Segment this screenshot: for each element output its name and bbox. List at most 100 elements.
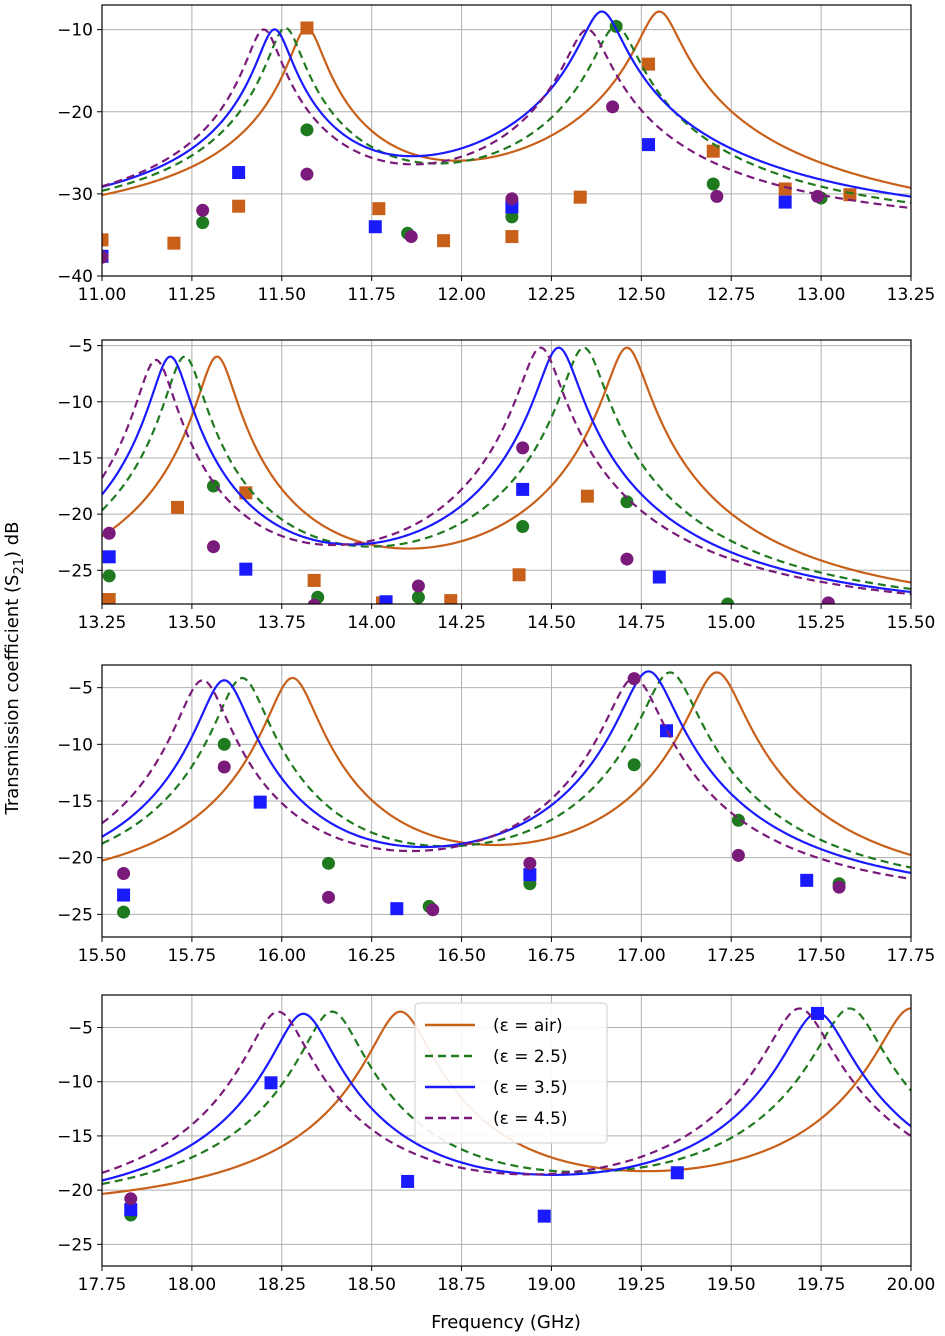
y-tick-label: −15 — [57, 449, 93, 469]
y-axis-label: Transmission coefficient (S21) dB — [2, 521, 27, 815]
data-point-e25 — [322, 856, 336, 870]
y-axis-label-subscript: 21 — [12, 558, 27, 575]
x-tick-label: 17.50 — [797, 946, 846, 966]
x-axis-label: Frequency (GHz) — [431, 1312, 581, 1333]
series-line-e45 — [102, 1007, 911, 1176]
data-point-e45 — [102, 526, 116, 540]
axes-frame — [101, 339, 912, 605]
y-tick-label: −20 — [57, 1181, 93, 1201]
data-point-e25 — [505, 210, 519, 224]
y-tick-label: −30 — [57, 185, 93, 205]
x-tick-label: 14.75 — [617, 613, 666, 633]
legend: (ε = air) (ε = 2.5) (ε = 3.5) (ε = 4.5) — [414, 1002, 608, 1144]
subplot-2: 13.25 13.50 13.75 14.00 14.25 14.50 14.75 15.00… — [57, 337, 935, 633]
series-line-e45 — [102, 676, 911, 881]
x-tick-label: 12.75 — [707, 285, 756, 305]
x-tick-label: 16.00 — [257, 946, 306, 966]
legend-label-e25: (ε = 2.5) — [493, 1047, 568, 1067]
x-tick-label: 17.25 — [707, 946, 756, 966]
data-point-e25 — [706, 177, 720, 191]
data-point-e45 — [102, 250, 109, 264]
legend-box — [414, 1002, 608, 1144]
x-tick-label: 15.50 — [78, 946, 127, 966]
data-point-e35 — [117, 888, 131, 902]
series-line-e35 — [102, 670, 911, 874]
x-tick-label: 19.00 — [527, 1275, 576, 1295]
data-point-e25 — [196, 216, 210, 230]
data-point-e45 — [620, 552, 634, 566]
data-point-e35 — [379, 595, 393, 604]
y-tick-label: −5 — [68, 1019, 93, 1039]
x-tick-label: 18.25 — [257, 1275, 306, 1295]
x-tick-label: 11.75 — [347, 285, 396, 305]
data-point-air — [232, 199, 246, 213]
x-tick-label: 14.50 — [527, 613, 576, 633]
data-point-e35 — [239, 562, 253, 576]
x-tick-label: 17.00 — [617, 946, 666, 966]
data-point-e45 — [731, 848, 745, 862]
x-tick-label: 15.50 — [887, 613, 936, 633]
legend-label-air: (ε = air) — [493, 1016, 563, 1036]
data-point-air — [505, 230, 519, 244]
data-point-e45 — [821, 596, 835, 604]
series-line-e25 — [102, 25, 911, 204]
x-tick-label: 18.00 — [168, 1275, 217, 1295]
data-point-e25 — [206, 479, 220, 493]
data-point-e45 — [627, 672, 641, 686]
y-tick-label: −5 — [68, 337, 93, 357]
x-tick-label: 12.25 — [527, 285, 576, 305]
subplot-4: 17.75 18.00 18.25 18.50 18.75 19.00 19.25 19.50… — [57, 994, 936, 1295]
data-point-e35 — [800, 873, 814, 887]
y-tick-label: −20 — [57, 505, 93, 525]
data-point-e45 — [217, 760, 231, 774]
data-point-e45 — [307, 598, 321, 604]
data-point-e35 — [778, 195, 792, 209]
data-point-air — [167, 236, 181, 250]
subplot-group: 11.00 11.25 11.50 11.75 12.00 12.25 12.50 12.75… — [57, 4, 936, 1295]
x-tick-label: 17.75 — [78, 1275, 127, 1295]
y-tick-label: −20 — [57, 103, 93, 123]
data-point-air — [307, 573, 321, 587]
x-tick-label: 18.75 — [437, 1275, 486, 1295]
y-axis-label-suffix: ) dB — [2, 521, 23, 558]
data-point-air — [444, 594, 458, 604]
data-point-e45 — [710, 189, 724, 203]
x-tick-label: 19.25 — [617, 1275, 666, 1295]
y-tick-label: −10 — [57, 735, 93, 755]
data-point-e35 — [264, 1076, 278, 1090]
data-point-e45 — [404, 230, 418, 244]
x-tick-label: 15.25 — [797, 613, 846, 633]
x-tick-label: 20.00 — [887, 1275, 936, 1295]
data-point-e35 — [253, 795, 267, 809]
data-point-e35 — [652, 570, 666, 584]
data-point-e25 — [620, 495, 634, 509]
data-point-e25 — [217, 737, 231, 751]
plot-area — [102, 670, 911, 919]
series-line-e25 — [102, 1007, 911, 1186]
y-tick-label: −25 — [57, 1235, 93, 1255]
x-tick-label: 11.00 — [78, 285, 127, 305]
legend-label-e35: (ε = 3.5) — [493, 1078, 568, 1098]
data-point-air — [102, 233, 109, 247]
series-line-air — [102, 671, 911, 862]
data-point-e25 — [627, 758, 641, 772]
x-tick-label: 13.25 — [78, 613, 127, 633]
data-point-e45 — [523, 856, 537, 870]
series-line-e45 — [102, 28, 911, 210]
data-point-e45 — [516, 441, 530, 455]
axes-frame — [101, 4, 912, 277]
data-point-e35 — [811, 1006, 825, 1020]
data-point-e25 — [516, 519, 530, 533]
x-tick-label: 15.00 — [707, 613, 756, 633]
data-point-e25 — [102, 569, 116, 583]
y-tick-label: −10 — [57, 1073, 93, 1093]
data-point-e25 — [300, 123, 314, 137]
data-point-air — [778, 182, 792, 196]
plot-area — [102, 346, 911, 604]
data-point-e45 — [300, 167, 314, 181]
data-point-e45 — [411, 579, 425, 593]
data-point-e35 — [102, 550, 116, 564]
y-axis-label-main: Transmission coefficient (S — [2, 575, 23, 816]
data-point-e45 — [505, 192, 519, 206]
data-point-e25 — [117, 905, 131, 919]
